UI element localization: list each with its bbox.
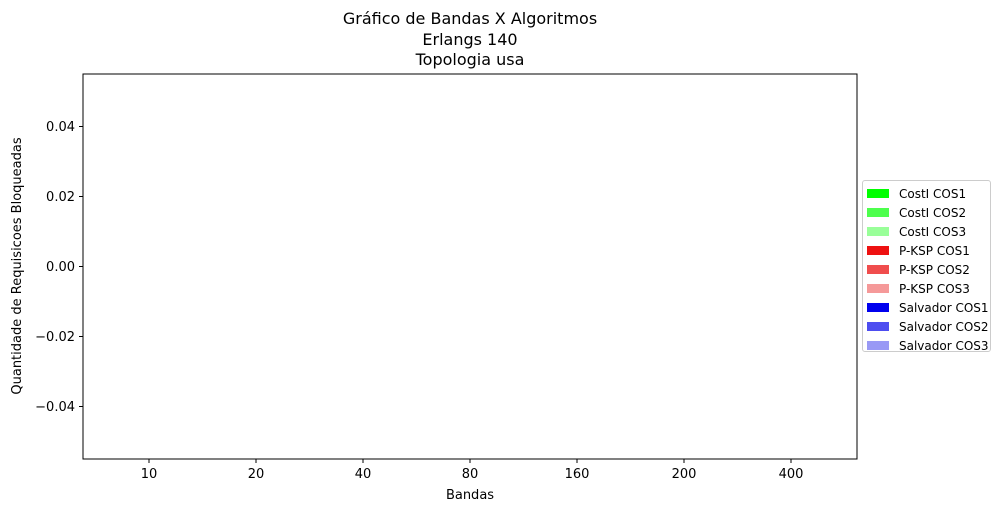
x-tick-label: 80 [462, 467, 479, 482]
legend-label: P-KSP COS2 [899, 262, 970, 277]
legend-item: CostI COS1 [867, 184, 990, 203]
legend-label: CostI COS3 [899, 224, 967, 239]
legend-swatch [867, 341, 889, 350]
legend-swatch [867, 322, 889, 331]
legend-item: CostI COS3 [867, 222, 990, 241]
y-tick-label: −0.02 [35, 330, 75, 345]
x-tick-label: 160 [565, 467, 590, 482]
x-axis-label: Bandas [446, 488, 494, 503]
legend-swatch [867, 208, 889, 217]
chart-title-line-1: Gráfico de Bandas X Algoritmos [342, 9, 598, 28]
legend-label: CostI COS1 [899, 186, 967, 201]
legend-swatch [867, 246, 889, 255]
legend-item: P-KSP COS3 [867, 279, 990, 298]
legend-label: P-KSP COS1 [899, 243, 970, 258]
legend-swatch [867, 303, 889, 312]
y-tick-label: −0.04 [35, 400, 75, 415]
x-tick-label: 200 [672, 467, 697, 482]
legend-label: Salvador COS3 [899, 338, 989, 353]
x-tick-label: 400 [779, 467, 804, 482]
legend-item: Salvador COS1 [867, 298, 990, 317]
plot-area-frame [82, 73, 858, 460]
legend: CostI COS1 CostI COS2 CostI COS3 P-KSP COS1… [862, 180, 991, 355]
x-tick-label: 20 [248, 467, 265, 482]
x-axis-ticks: 10 20 40 80 160 200 400 [141, 459, 804, 482]
y-axis-ticks: 0.04 0.02 0.00 −0.02 −0.04 [35, 120, 83, 415]
legend-swatch [867, 265, 889, 274]
legend-item: P-KSP COS2 [867, 260, 990, 279]
y-axis-label: Quantidade de Requisicoes Bloqueadas [10, 137, 25, 394]
legend-item: P-KSP COS1 [867, 241, 990, 260]
legend-item: CostI COS2 [867, 203, 990, 222]
legend-label: P-KSP COS3 [899, 281, 970, 296]
legend-label: Salvador COS2 [899, 319, 989, 334]
y-tick-label: 0.00 [46, 260, 75, 275]
y-tick-label: 0.02 [46, 190, 75, 205]
chart-title-line-2: Erlangs 140 [422, 30, 518, 49]
legend-swatch [867, 189, 889, 198]
chart-title-line-3: Topologia usa [415, 50, 525, 69]
legend-label: Salvador COS1 [899, 300, 989, 315]
legend-item: Salvador COS3 [867, 336, 990, 355]
legend-item: Salvador COS2 [867, 317, 990, 336]
legend-swatch [867, 284, 889, 293]
y-tick-label: 0.04 [46, 120, 75, 135]
x-tick-label: 40 [355, 467, 372, 482]
x-tick-label: 10 [141, 467, 158, 482]
legend-label: CostI COS2 [899, 205, 967, 220]
legend-swatch [867, 227, 889, 236]
